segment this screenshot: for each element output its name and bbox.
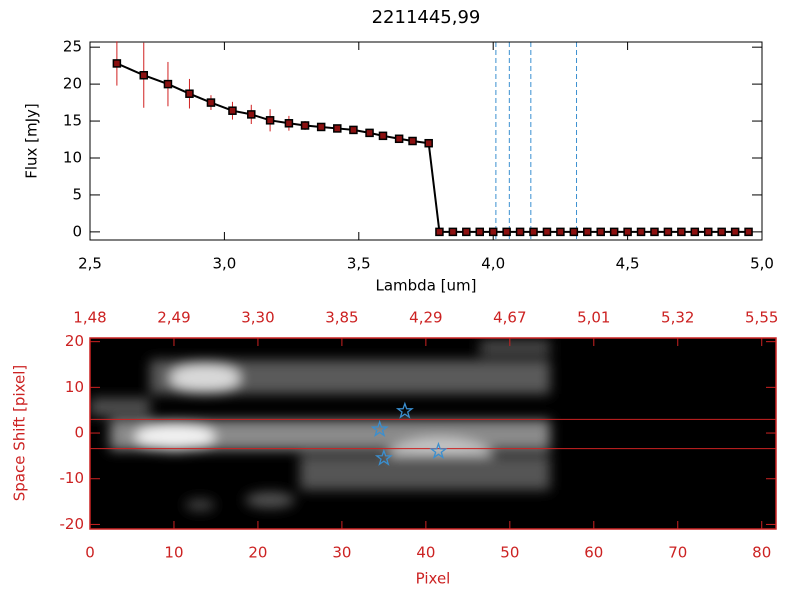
data-point: [448, 227, 458, 237]
data-point: [378, 131, 388, 141]
data-point: [650, 227, 659, 237]
data-point: [717, 227, 726, 237]
data-point: [623, 227, 632, 237]
x-tick-label: 10: [164, 544, 183, 562]
x-tick-label: 50: [500, 544, 519, 562]
y-tick-label: 5: [72, 185, 82, 203]
x-tick-label: 5,0: [750, 255, 774, 273]
data-point: [408, 136, 417, 146]
data-point: [424, 138, 433, 148]
data-point: [284, 119, 294, 128]
data-point: [730, 227, 740, 237]
data-point: [163, 79, 173, 89]
x-tick-label: 30: [332, 544, 351, 562]
x-tick-label: 70: [668, 544, 687, 562]
data-point: [556, 227, 565, 237]
data-point: [744, 227, 753, 237]
data-point: [435, 227, 444, 237]
data-point: [569, 227, 579, 237]
source-star: [429, 441, 448, 459]
y-tick-label: 15: [63, 112, 82, 130]
data-point: [206, 98, 216, 107]
x-tick-label: 60: [584, 544, 603, 562]
data-point: [690, 227, 700, 237]
x-tick-label: 20: [248, 544, 267, 562]
data-point: [677, 227, 686, 237]
x2-tick-label: 3,85: [325, 309, 358, 327]
source-star: [370, 419, 389, 438]
data-point: [596, 227, 605, 237]
y-tick-label: -10: [60, 469, 85, 487]
data-point: [247, 110, 256, 119]
data-point: [636, 227, 646, 237]
data-point: [300, 121, 310, 130]
x-axis-label: Lambda [um]: [376, 277, 477, 295]
y-tick-label: 0: [72, 222, 82, 240]
data-point: [349, 125, 358, 135]
y-tick-label: 20: [63, 75, 82, 93]
data-point: [394, 134, 404, 144]
data-point: [529, 227, 538, 237]
plot-frame: [89, 41, 763, 241]
source-star: [395, 401, 414, 419]
data-point: [139, 70, 149, 80]
data-point: [703, 227, 713, 237]
x2-tick-label: 5,55: [745, 309, 778, 327]
data-point: [475, 227, 485, 237]
y-axis-label: Flux [mJy]: [23, 103, 41, 179]
data-point: [542, 227, 552, 237]
y-tick-label: 10: [63, 148, 82, 166]
x-tick-label: 4,0: [481, 255, 505, 273]
y-tick-label: 0: [74, 424, 84, 442]
x2-tick-label: 4,67: [493, 309, 526, 327]
x-tick-label: 4,5: [616, 255, 640, 273]
x-tick-label: 3,5: [347, 255, 371, 273]
x2-tick-label: 3,30: [241, 309, 274, 327]
y-axis-label: Space Shift [pixel]: [11, 365, 29, 502]
data-point: [502, 227, 511, 237]
data-line: [116, 62, 749, 233]
data-point: [228, 106, 237, 115]
chart-title: 2211445,99: [372, 7, 481, 28]
data-point: [609, 227, 619, 237]
spectral-image: [90, 340, 550, 511]
x2-tick-label: 5,32: [661, 309, 694, 327]
x-tick-label: 3,0: [212, 255, 236, 273]
source-star: [374, 448, 393, 466]
x2-tick-label: 2,49: [157, 309, 190, 327]
data-point: [185, 89, 194, 98]
data-point: [112, 59, 122, 68]
x-tick-label: 0: [85, 544, 95, 562]
data-point: [333, 124, 342, 133]
data-point: [583, 227, 592, 237]
x-tick-label: 2,5: [78, 255, 102, 273]
data-point: [515, 227, 525, 237]
x-tick-label: 80: [752, 544, 771, 562]
x-tick-label: 40: [416, 544, 435, 562]
data-point: [488, 227, 498, 237]
data-point: [265, 116, 275, 125]
x-axis-label: Pixel: [416, 570, 451, 588]
y-tick-label: -20: [60, 515, 85, 533]
data-point: [365, 128, 374, 138]
data-point: [316, 122, 326, 132]
y-tick-label: 25: [63, 38, 82, 56]
x2-tick-label: 4,29: [409, 309, 442, 327]
x2-tick-label: 1,48: [73, 309, 106, 327]
data-point: [663, 227, 673, 237]
y-tick-label: 20: [65, 332, 84, 350]
y-tick-label: 10: [65, 378, 84, 396]
data-point: [462, 227, 471, 237]
x2-tick-label: 5,01: [577, 309, 610, 327]
